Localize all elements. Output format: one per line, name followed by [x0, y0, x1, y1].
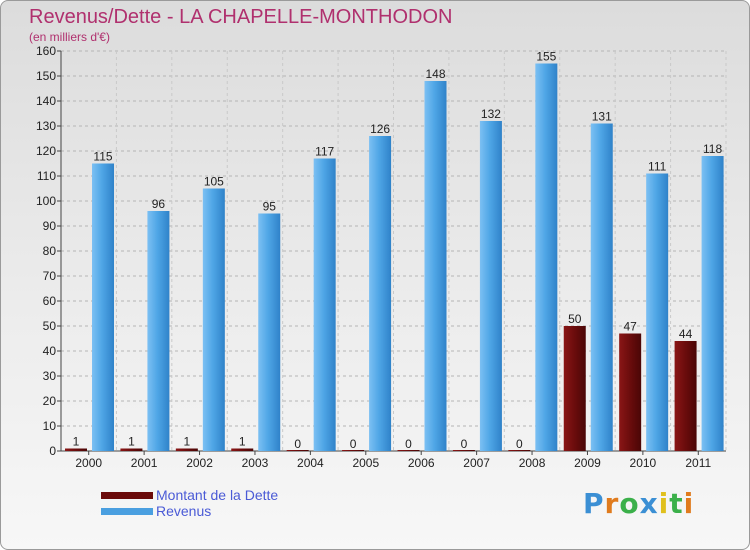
data-label-revenus: 118	[703, 142, 722, 156]
x-tick-label: 2008	[519, 456, 546, 470]
legend-swatch-dette	[101, 492, 153, 499]
data-label-dette: 44	[679, 327, 693, 341]
data-label-revenus: 148	[425, 67, 445, 81]
bar-revenus	[479, 121, 502, 451]
bar-dette	[231, 448, 254, 451]
x-tick-label: 2001	[131, 456, 158, 470]
bar-revenus	[535, 63, 558, 451]
bar-dette	[674, 341, 697, 451]
data-label-dette: 0	[461, 437, 468, 451]
data-label-revenus: 117	[315, 145, 334, 159]
x-tick-label: 2002	[186, 456, 213, 470]
y-tick-label: 30	[43, 369, 57, 383]
x-tick-label: 2004	[297, 456, 324, 470]
data-labels: 1 115 1 96 1 105 1 95 0 117 0 126 0 148 0 132 0 155 50 131 4…	[73, 50, 723, 452]
legend-label-dette: Montant de la Dette	[156, 487, 279, 503]
bar-dette	[619, 333, 642, 451]
axes: 0102030405060708090100110120130140150160…	[36, 44, 726, 470]
brand-letter: x	[639, 487, 659, 520]
x-tick-label: 2006	[408, 456, 435, 470]
y-tick-label: 80	[43, 244, 57, 258]
data-label-revenus: 131	[592, 110, 612, 124]
data-label-dette: 1	[128, 435, 135, 449]
y-tick-label: 60	[43, 294, 57, 308]
bar-revenus	[258, 213, 281, 451]
x-tick-label: 2011	[685, 456, 711, 470]
bar-revenus	[202, 188, 225, 451]
chart-subtitle: (en milliers d'€)	[29, 30, 110, 44]
chart-title: Revenus/Dette - LA CHAPELLE-MONTHODON	[29, 6, 453, 28]
x-tick-label: 2009	[574, 456, 601, 470]
legend-swatch-revenus	[101, 508, 153, 515]
y-tick-label: 10	[43, 419, 57, 433]
data-label-revenus: 132	[481, 107, 501, 121]
data-label-revenus: 95	[263, 200, 277, 214]
data-label-dette: 0	[516, 437, 523, 451]
data-label-dette: 1	[239, 435, 246, 449]
data-label-revenus: 96	[152, 197, 166, 211]
y-tick-label: 70	[43, 269, 57, 283]
bar-dette	[175, 448, 198, 451]
bar-revenus	[369, 136, 392, 451]
bar-revenus	[701, 156, 724, 451]
bar-dette	[286, 450, 309, 451]
bar-dette	[452, 450, 475, 451]
bar-revenus	[424, 81, 447, 451]
data-label-dette: 1	[183, 435, 190, 449]
y-tick-label: 20	[43, 394, 57, 408]
y-tick-label: 90	[43, 219, 57, 233]
data-label-dette: 0	[294, 437, 301, 451]
y-tick-label: 160	[36, 44, 56, 58]
bar-dette	[508, 450, 531, 451]
legend-label-revenus: Revenus	[156, 503, 212, 519]
brand-letter: P	[583, 487, 605, 520]
x-tick-label: 2003	[242, 456, 269, 470]
data-label-dette: 50	[568, 312, 582, 326]
y-tick-label: 140	[36, 94, 56, 108]
y-tick-label: 120	[36, 144, 56, 158]
brand-letter: i	[683, 487, 695, 520]
bar-revenus	[313, 158, 336, 451]
bars	[65, 63, 724, 451]
x-tick-label: 2005	[352, 456, 379, 470]
brand-letter: r	[604, 487, 620, 520]
bar-revenus	[590, 123, 613, 451]
data-label-dette: 0	[405, 437, 412, 451]
brand-letter: t	[669, 487, 684, 520]
bar-revenus	[92, 163, 114, 451]
bar-revenus	[646, 173, 669, 451]
y-tick-label: 110	[37, 169, 56, 183]
data-label-revenus: 155	[536, 50, 556, 64]
y-tick-label: 150	[36, 69, 56, 83]
data-label-revenus: 105	[204, 175, 224, 189]
bar-dette	[397, 450, 420, 451]
y-tick-label: 0	[49, 444, 56, 458]
bar-revenus	[147, 211, 170, 451]
y-tick-label: 40	[43, 344, 57, 358]
y-tick-label: 50	[43, 319, 57, 333]
bar-dette	[65, 448, 87, 451]
data-label-revenus: 115	[93, 150, 112, 164]
brand-letter: o	[619, 487, 640, 520]
x-tick-label: 2007	[463, 456, 490, 470]
gridlines	[60, 50, 727, 452]
data-label-revenus: 126	[370, 122, 390, 136]
data-label-revenus: 111	[648, 160, 667, 174]
data-label-dette: 47	[623, 320, 637, 334]
bar-dette	[120, 448, 143, 451]
proxiti-logo: Proxiti	[583, 487, 694, 520]
bar-dette	[563, 326, 586, 451]
data-label-dette: 1	[73, 435, 80, 449]
brand-letter: i	[658, 487, 670, 520]
x-tick-label: 2010	[630, 456, 657, 470]
y-tick-label: 130	[36, 119, 56, 133]
data-label-dette: 0	[350, 437, 357, 451]
x-tick-label: 2000	[75, 456, 102, 470]
bar-dette	[342, 450, 365, 451]
y-tick-label: 100	[36, 194, 56, 208]
